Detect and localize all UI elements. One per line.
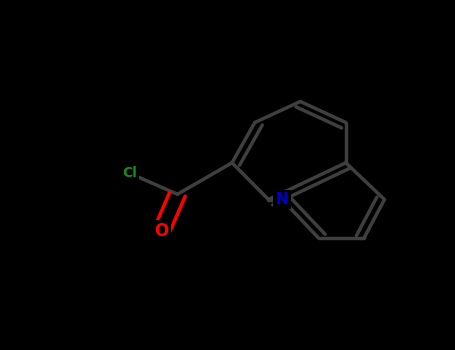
- Text: Cl: Cl: [122, 166, 137, 180]
- Text: O: O: [154, 222, 169, 240]
- Text: N: N: [276, 192, 288, 207]
